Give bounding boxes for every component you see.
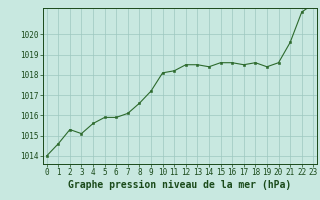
X-axis label: Graphe pression niveau de la mer (hPa): Graphe pression niveau de la mer (hPa) (68, 180, 292, 190)
